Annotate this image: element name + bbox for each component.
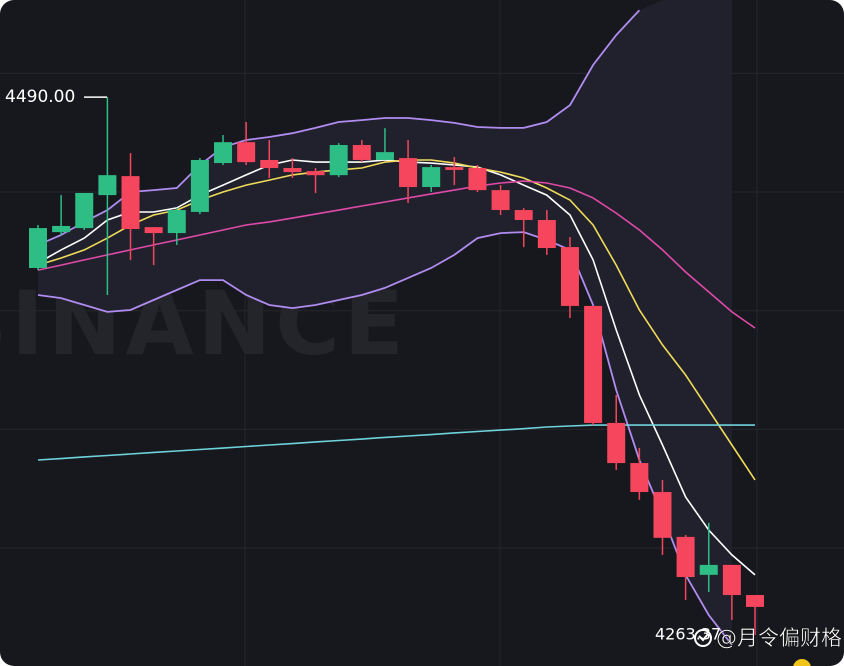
candle-body [352,145,371,160]
candle-body [653,492,672,538]
band-fill [38,0,732,645]
corner-dot [793,659,811,666]
candle-body [260,159,279,169]
candle-body [537,220,556,249]
band-lower [37,231,733,646]
candle-body [306,171,325,176]
candle-body [283,168,302,173]
author-watermark: @月令偏财格 [716,626,842,650]
candle-body [491,190,510,211]
moving-average [37,424,755,461]
candle-body [167,210,186,234]
candle-body [52,225,71,233]
candle-body [144,227,163,234]
candle-body [699,564,718,575]
candle-body [746,595,764,607]
candle-body [329,145,348,176]
moving-average [37,180,756,329]
candle-body [676,536,695,577]
candle-body [214,142,233,164]
candle-body [630,463,649,493]
candle-body [375,152,394,160]
candle-body [98,175,117,196]
candle-body [399,158,418,188]
candle-body [190,159,209,212]
candle-body [422,167,441,188]
candle-body [445,167,464,170]
candle-body [514,210,533,221]
candle-body [584,305,603,423]
candle-body [75,192,94,229]
high-label: 4490.00 [5,87,75,107]
candle-body [237,142,256,163]
moving-average [37,159,756,481]
candle-body [29,228,47,268]
candle-body [468,168,487,191]
candle-body [722,564,741,596]
author-icon [694,629,712,647]
candle-body [607,422,626,464]
candle-body [560,247,579,306]
candle-body [121,176,140,230]
